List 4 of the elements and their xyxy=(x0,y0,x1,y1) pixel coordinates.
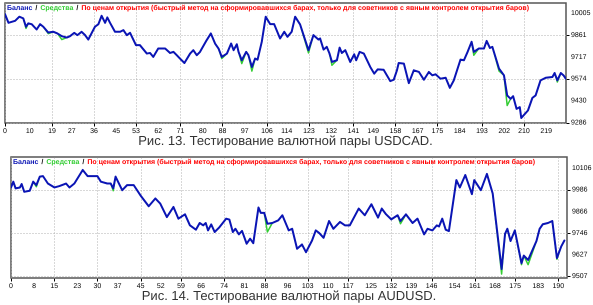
text: Рис. 13. Тестирование валютной пары USDCAD. xyxy=(138,133,433,148)
line-series xyxy=(11,168,566,270)
line-series xyxy=(5,13,566,119)
text: Рис. 14. Тестирование валютной пары AUDUSD. xyxy=(142,288,436,303)
